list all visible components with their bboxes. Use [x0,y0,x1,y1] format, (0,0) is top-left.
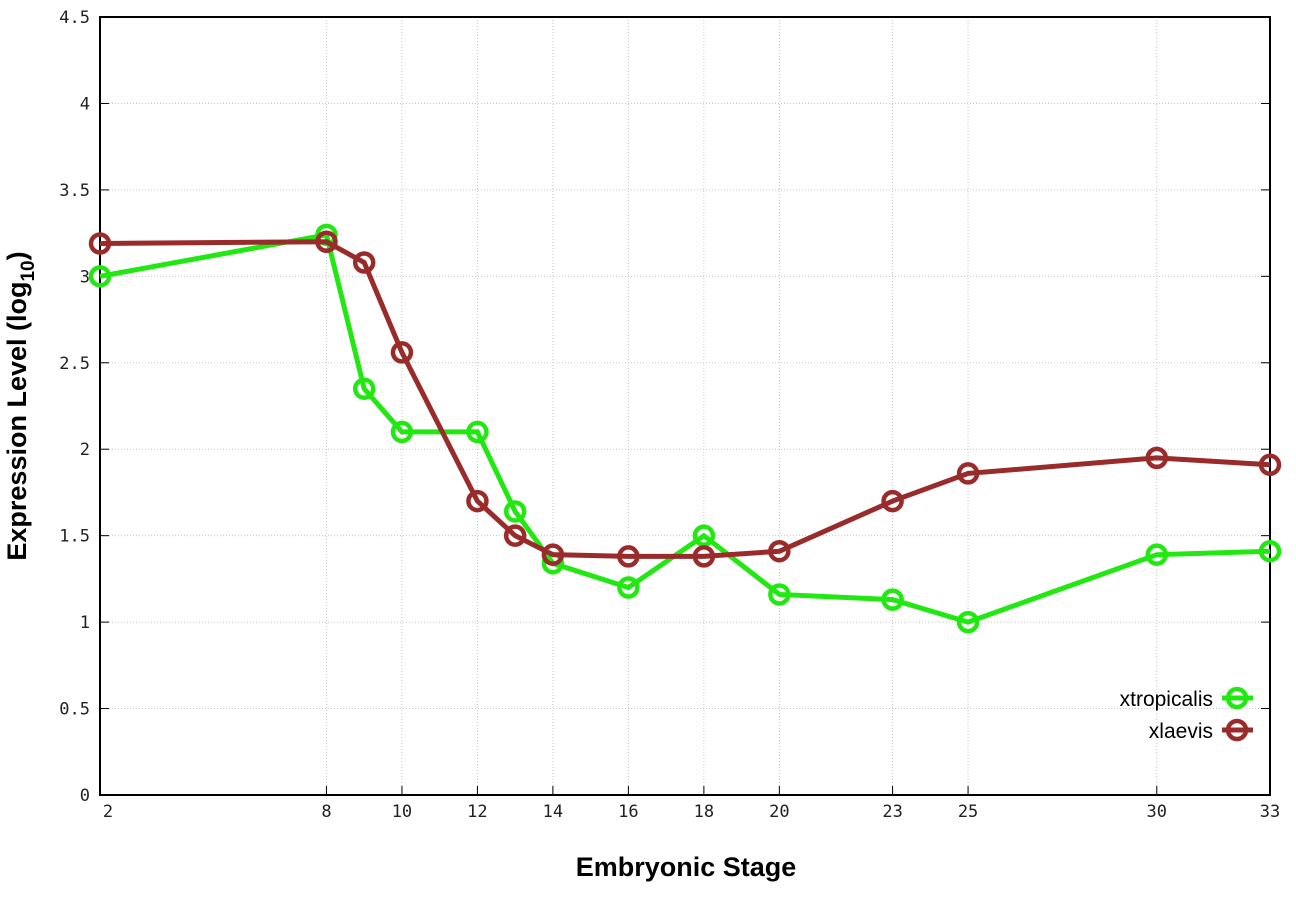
x-tick-label: 2 [103,802,113,822]
data-point-xtropicalis [390,420,414,444]
data-point-xlaevis [768,539,791,563]
data-point-xtropicalis [768,583,791,606]
y-tick-label: 3.5 [59,181,90,201]
x-tick-label: 12 [467,802,487,822]
data-point-xlaevis [466,489,489,513]
data-point-xlaevis [352,251,376,274]
x-tick-label: 16 [618,802,638,822]
data-point-xlaevis [692,545,716,568]
data-point-xtropicalis [1145,543,1169,566]
data-point-xlaevis [617,545,640,568]
y-tick-label: 4 [80,94,90,114]
x-tick-label: 10 [392,802,412,822]
data-point-xtropicalis [503,500,527,523]
data-point-xlaevis [315,230,338,254]
data-point-xlaevis [390,341,414,364]
data-point-xlaevis [503,524,527,547]
x-tick-label: 23 [882,802,902,822]
data-point-xtropicalis [617,576,640,599]
legend-marker [1225,718,1249,742]
plot-frame [99,16,1271,796]
series [88,223,1282,634]
data-point-xlaevis [1145,446,1169,470]
y-tick-label: 1.5 [59,527,90,547]
legend-label: xlaevis [1149,720,1213,743]
y-tick-label: 2.5 [59,354,90,374]
data-point-xtropicalis [1258,539,1282,563]
data-point-xtropicalis [352,377,376,400]
grid [99,16,1271,796]
data-point-xtropicalis [88,265,112,288]
x-tick-label: 33 [1260,802,1280,822]
legend: xtropicalis xlaevis [1120,686,1253,743]
x-tick-label: 14 [543,802,563,822]
legend-label: xtropicalis [1120,688,1213,711]
y-axis-label: Expression Level (log10) [2,251,39,560]
y-tick-label: 3 [80,267,90,287]
data-point-xlaevis [956,462,980,485]
x-axis-label: Embryonic Stage [576,852,797,882]
data-point-xlaevis [1258,453,1282,477]
data-point-xlaevis [88,232,112,255]
y-tick-label: 0.5 [59,700,90,720]
y-tick-label: 2 [80,440,90,460]
x-tick-label: 30 [1147,802,1167,822]
x-tick-label: 20 [769,802,789,822]
ticks: 0 0.5 1 1.5 2 2.5 3 3.5 4 4.5 2 8 10 12 14 16 18 20 23 25 30… [59,8,1280,822]
series-line-xlaevis [99,239,1271,559]
y-tick-label: 1 [80,613,90,633]
y-tick-label: 0 [80,786,90,806]
series-line-xtropicalis [99,231,1271,625]
data-point-xtropicalis [956,610,980,634]
data-point-xlaevis [881,489,904,513]
data-point-xlaevis [541,543,565,566]
x-tick-label: 18 [694,802,714,822]
data-point-xtropicalis [881,588,904,611]
data-point-xtropicalis [466,420,489,444]
legend-marker [1225,686,1249,710]
x-tick-label: 8 [321,802,331,822]
y-tick-label: 4.5 [59,8,90,28]
data-point-xtropicalis [692,524,716,547]
x-tick-label: 25 [958,802,978,822]
